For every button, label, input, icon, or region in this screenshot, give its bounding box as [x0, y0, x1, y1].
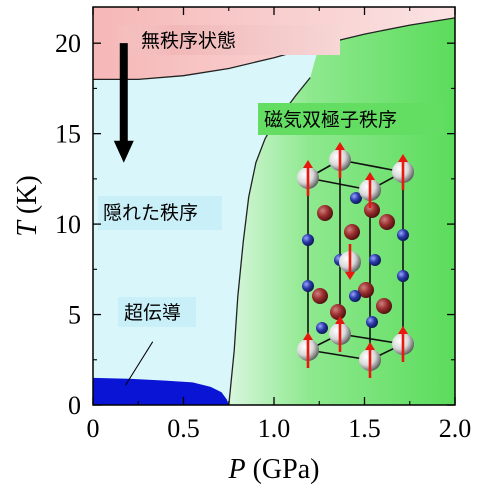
region-superconducting [93, 377, 229, 405]
cooling-arrow-head [113, 140, 134, 163]
label-disordered: 無秩序状態 [141, 30, 236, 52]
atom-red [344, 224, 360, 240]
spin-arrow-head [365, 342, 375, 350]
disordered-label-bg [118, 25, 340, 55]
label-superconducting: 超伝導 [124, 302, 181, 324]
y-tick-label: 20 [55, 29, 81, 58]
atom-blue [302, 280, 314, 292]
y-tick-label: 10 [55, 210, 81, 239]
hidden-label-bg [98, 196, 222, 230]
spin-arrow-head [398, 154, 408, 162]
y-tick-label: 15 [55, 120, 81, 149]
dipole-label-bg [258, 103, 444, 135]
atom-blue [366, 316, 378, 328]
atom-blue [369, 254, 381, 266]
spin-arrow-head [398, 326, 408, 334]
x-axis-symbol: P [228, 454, 246, 485]
atom-blue [302, 234, 314, 246]
atom-blue [350, 192, 362, 204]
x-tick-label: 1.0 [258, 414, 291, 443]
atom-red [379, 214, 395, 230]
y-axis-title: T (K) [12, 175, 43, 236]
atom-blue [397, 229, 409, 241]
y-tick-label: 5 [68, 301, 81, 330]
disordered-boundary-line [93, 17, 455, 81]
atom-red [317, 205, 333, 221]
y-axis-unit: (K) [12, 175, 43, 221]
spin-arrow-head [335, 316, 345, 324]
sc-label-bg [118, 297, 196, 327]
spin-arrow-head [365, 172, 375, 180]
y-tick-label: 0 [68, 391, 81, 420]
atom-red [376, 298, 392, 314]
x-axis-title: P (GPa) [228, 454, 320, 485]
atom-blue [397, 270, 409, 282]
atom-red [330, 304, 346, 320]
x-tick-label: 1.5 [348, 414, 381, 443]
spin-arrow-head [303, 160, 313, 168]
sc-pointer-line [125, 341, 154, 386]
atom-blue [349, 290, 361, 302]
x-axis-unit: (GPa) [246, 454, 320, 485]
label-dipole-order: 磁気双極子秩序 [264, 109, 397, 131]
x-tick-label: 0.5 [167, 414, 200, 443]
x-tick-label: 0 [87, 414, 100, 443]
spin-arrow-head [345, 272, 355, 280]
atom-red [312, 288, 328, 304]
atom-red [364, 202, 380, 218]
crystal-lattice-icon [297, 142, 414, 378]
spin-arrow-head [303, 332, 313, 340]
atom-red [358, 282, 374, 298]
x-tick-label: 2.0 [439, 414, 472, 443]
y-axis-symbol: T [12, 219, 43, 237]
label-hidden-order: 隠れた秩序 [103, 202, 198, 224]
spin-arrow-head [335, 142, 345, 150]
atom-blue [316, 322, 328, 334]
